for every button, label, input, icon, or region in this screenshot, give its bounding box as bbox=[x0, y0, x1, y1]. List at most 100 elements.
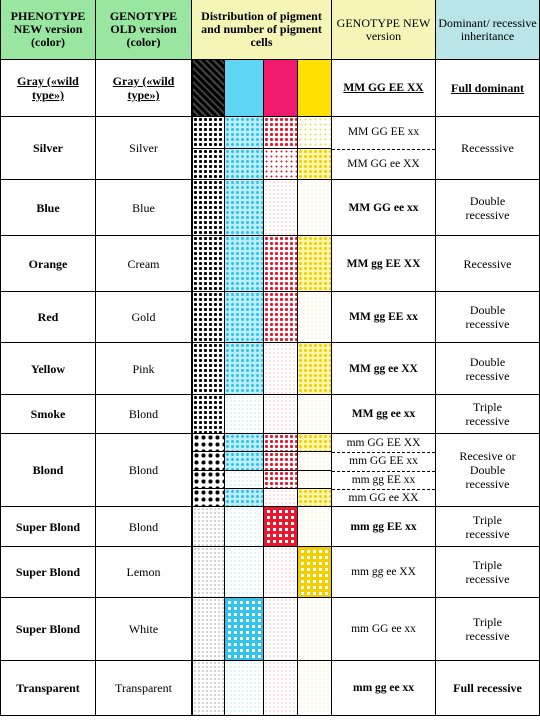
phenotype-cell: Blue bbox=[0, 180, 96, 236]
inheritance-label: Triple recessive bbox=[465, 615, 510, 643]
pigment-swatch bbox=[298, 236, 332, 292]
genotype-old-cell: Silver bbox=[96, 117, 192, 180]
inheritance-label: Double recessive bbox=[465, 193, 510, 222]
pigment-swatch bbox=[298, 180, 332, 236]
inheritance-cell: Double recessive bbox=[436, 343, 540, 395]
genotype-new-label: MM GG EE xx bbox=[347, 126, 420, 138]
genotype-old-cell: Gray («wild type») bbox=[96, 60, 192, 117]
genotype-old-label: Transparent bbox=[115, 681, 172, 695]
pigment-swatch bbox=[298, 488, 332, 507]
inheritance-label: Recesssive bbox=[461, 141, 514, 155]
genotype-old-label: Blond bbox=[128, 407, 159, 421]
header-inheritance-text: Dominant/ recessive inheritance bbox=[438, 15, 537, 43]
pigment-swatch bbox=[298, 452, 332, 471]
genotype-old-cell: Blond bbox=[96, 395, 192, 434]
pigment-swatch bbox=[225, 547, 264, 598]
genotype-new-label: MM GG ee XX bbox=[347, 157, 420, 170]
genotype-new-label: mm GG ee xx bbox=[351, 623, 416, 635]
genotype-old-cell: Blue bbox=[96, 180, 192, 236]
pigment-swatch bbox=[225, 117, 264, 149]
pigment-swatch bbox=[192, 117, 225, 149]
genotype-new-label: mm GG ee XX bbox=[348, 491, 419, 504]
inheritance-cell: Full dominant bbox=[436, 60, 540, 117]
pigment-swatch bbox=[298, 343, 332, 395]
genotype-new-label: mm gg EE xx bbox=[350, 521, 417, 533]
pigment-swatch bbox=[298, 598, 332, 661]
phenotype-cell: Silver bbox=[0, 117, 96, 180]
phenotype-cell: Red bbox=[0, 292, 96, 343]
phenotype-label: Gray («wild type») bbox=[17, 74, 79, 102]
header-distribution: Distribution of pigment and number of pi… bbox=[192, 0, 332, 60]
pigment-swatch bbox=[264, 452, 298, 471]
pigment-swatch bbox=[225, 488, 264, 507]
inheritance-cell: Triple recessive bbox=[436, 395, 540, 434]
pigment-swatch bbox=[264, 60, 298, 117]
inheritance-label: Full recessive bbox=[453, 681, 522, 695]
inheritance-cell: Triple recessive bbox=[436, 507, 540, 547]
genotype-old-label: Silver bbox=[129, 141, 158, 155]
pigment-swatch bbox=[192, 598, 225, 661]
pigment-swatch bbox=[298, 434, 332, 453]
genotype-divider bbox=[332, 452, 435, 454]
pigment-swatch bbox=[264, 661, 298, 716]
header-genotype-old: GENOTYPE OLD version (color) bbox=[96, 0, 192, 60]
genotype-old-label: Cream bbox=[127, 256, 160, 271]
pigment-swatch bbox=[225, 236, 264, 292]
genotype-new-label: MM GG EE XX bbox=[343, 82, 424, 94]
pigment-swatch bbox=[264, 236, 298, 292]
header-genotype-old-text: GENOTYPE OLD version (color) bbox=[109, 9, 178, 49]
genotype-old-cell: Pink bbox=[96, 343, 192, 395]
pigment-swatch bbox=[192, 434, 225, 453]
genotype-new-cell: MM GG ee xx bbox=[332, 180, 436, 236]
pigment-swatch bbox=[225, 180, 264, 236]
pigment-swatch bbox=[192, 547, 225, 598]
inheritance-label: Triple recessive bbox=[465, 400, 510, 428]
genotype-divider bbox=[332, 148, 435, 150]
genotype-old-cell: White bbox=[96, 598, 192, 661]
pigment-swatch bbox=[192, 343, 225, 395]
phenotype-label: Super Blond bbox=[15, 622, 81, 636]
genotype-old-cell: Blond bbox=[96, 434, 192, 507]
genotype-old-label: Gray («wild type») bbox=[112, 74, 175, 102]
pigment-swatch bbox=[264, 395, 298, 434]
header-phenotype-new-text: PHENOTYPE NEW version (color) bbox=[10, 9, 86, 49]
genotype-new-cell: mm GG EE XX mm GG EE xx mm gg EE xx mm GG e… bbox=[332, 434, 436, 507]
header-genotype-new-text: GENOTYPE NEW version bbox=[336, 15, 431, 43]
genotype-new-cell: MM GG EE XX bbox=[332, 60, 436, 117]
genotype-divider bbox=[332, 488, 435, 490]
header-phenotype-new: PHENOTYPE NEW version (color) bbox=[0, 0, 96, 60]
pigment-swatch bbox=[298, 148, 332, 180]
pigment-swatch bbox=[264, 148, 298, 180]
phenotype-label: Silver bbox=[33, 141, 63, 155]
phenotype-label: Blue bbox=[36, 200, 60, 215]
genotype-divider bbox=[332, 470, 435, 472]
genotype-old-cell: Transparent bbox=[96, 661, 192, 716]
phenotype-label: Super Blond bbox=[15, 519, 81, 534]
genotype-new-cell: mm GG ee xx bbox=[332, 598, 436, 661]
phenotype-cell: Blond bbox=[0, 434, 96, 507]
pigment-swatch bbox=[225, 343, 264, 395]
pigment-swatch bbox=[192, 292, 225, 343]
phenotype-cell: Transparent bbox=[0, 661, 96, 716]
pigment-swatch bbox=[264, 434, 298, 453]
genotype-new-label: MM GG ee xx bbox=[348, 202, 419, 214]
inheritance-label: Triple recessive bbox=[465, 558, 510, 586]
pigment-swatch bbox=[192, 452, 225, 471]
pigment-swatch bbox=[192, 507, 225, 547]
phenotype-label: Yellow bbox=[31, 361, 65, 376]
pigment-swatch bbox=[298, 292, 332, 343]
header-genotype-new: GENOTYPE NEW version bbox=[332, 0, 436, 60]
phenotype-cell: Super Blond bbox=[0, 507, 96, 547]
pigment-swatch bbox=[192, 395, 225, 434]
phenotype-label: Red bbox=[37, 310, 59, 324]
genotype-new-label: MM gg ee xx bbox=[351, 408, 416, 420]
phenotype-label: Super Blond bbox=[15, 565, 81, 579]
pigment-swatch bbox=[264, 470, 298, 489]
genotype-new-label: mm gg EE xx bbox=[351, 473, 416, 486]
inheritance-cell: Double recessive bbox=[436, 180, 540, 236]
pigment-swatch bbox=[264, 292, 298, 343]
pigment-swatch bbox=[298, 470, 332, 489]
pigment-swatch bbox=[225, 292, 264, 343]
pigment-swatch bbox=[192, 236, 225, 292]
